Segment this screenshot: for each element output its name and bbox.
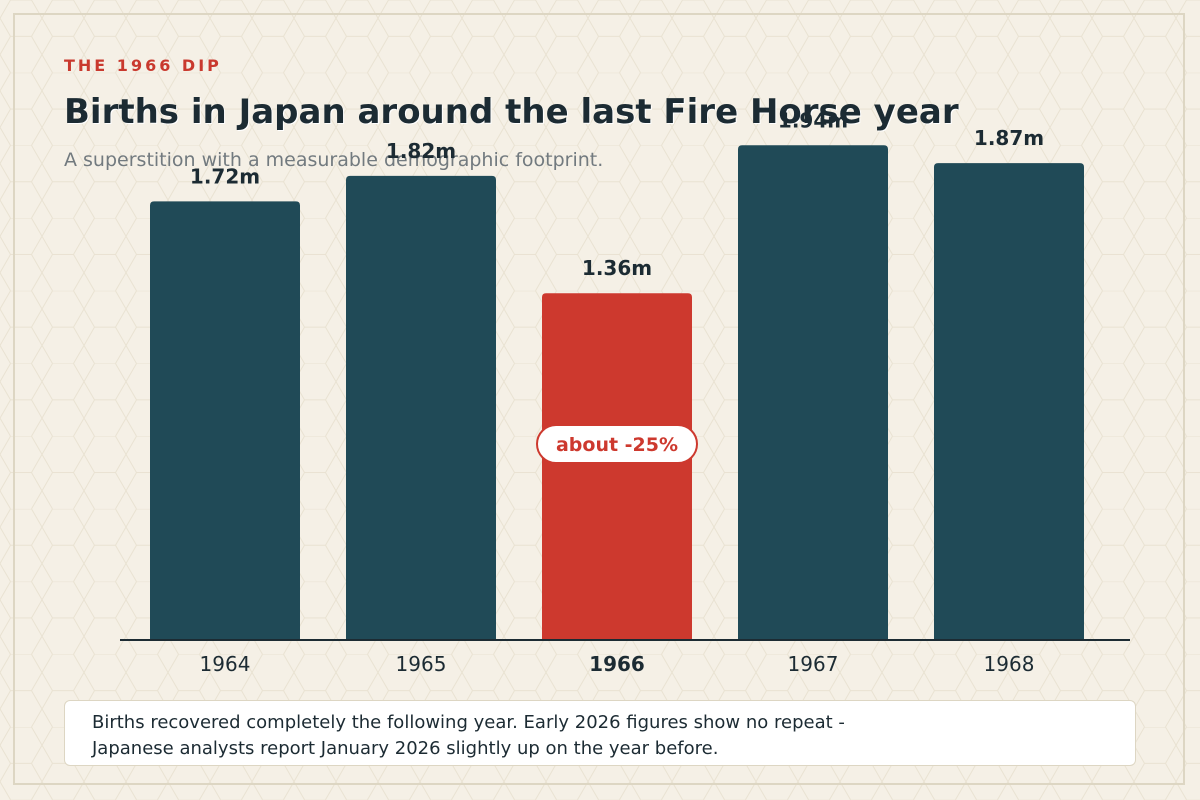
footnote-line-2: Japanese analysts report January 2026 sl…: [92, 738, 719, 759]
bar-value-label-1967: 1.94m: [778, 108, 848, 132]
kicker-label: THE 1966 DIP: [64, 56, 222, 75]
bar-1966: [542, 293, 692, 640]
x-tick-label-1967: 1967: [788, 652, 839, 676]
x-tick-label-1966: 1966: [589, 652, 645, 676]
bar-value-label-1964: 1.72m: [190, 164, 260, 188]
bar-1968: [934, 163, 1084, 640]
annotation-pill: [536, 424, 698, 465]
footnote-line-1: Births recovered completely the followin…: [92, 712, 845, 733]
annotation-label: about -25%: [556, 434, 678, 456]
x-tick-label-1965: 1965: [396, 652, 447, 676]
bar-1967: [738, 145, 888, 641]
page-title: Births in Japan around the last Fire Hor…: [64, 92, 959, 132]
bar-value-label-1968: 1.87m: [974, 126, 1044, 150]
births-bar-chart: 1.72m 1964 1.82m 1965 1.36m 1966 about -25% 1.9…: [120, 108, 1130, 676]
bar-1964: [150, 201, 300, 640]
x-tick-label-1968: 1968: [984, 652, 1035, 676]
footnote-box: Births recovered completely the followin…: [64, 700, 1136, 766]
bar-1965: [346, 175, 496, 640]
x-tick-label-1964: 1964: [200, 652, 251, 676]
bar-value-label-1965: 1.82m: [386, 139, 456, 163]
page-subtitle: A superstition with a measurable demogra…: [64, 149, 604, 171]
bar-value-label-1966: 1.36m: [582, 256, 652, 280]
page-frame: [13, 13, 1185, 785]
